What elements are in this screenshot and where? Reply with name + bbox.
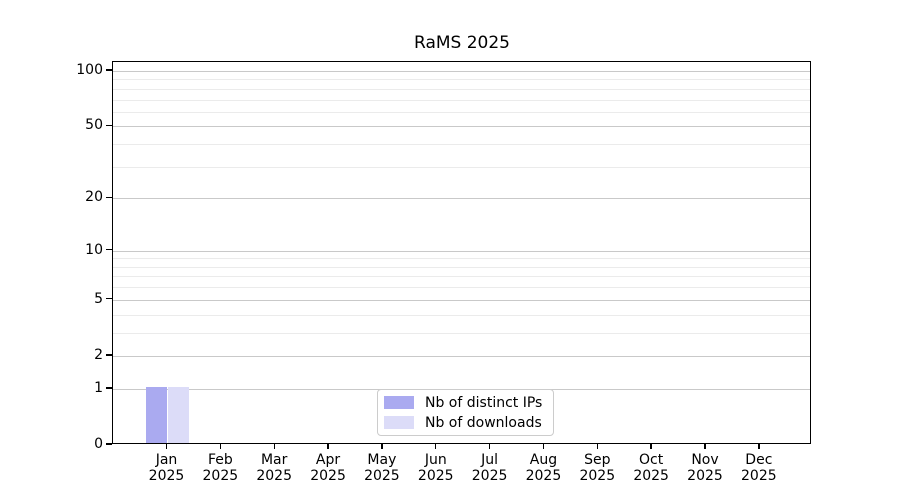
x-tick-aug — [542, 444, 545, 449]
x-tick-apr — [327, 444, 329, 449]
y-tick-label-1: 1 — [94, 379, 103, 396]
chart-title: RaMS 2025 — [414, 33, 510, 53]
x-tick-jun — [435, 444, 437, 449]
x-tick-feb — [219, 444, 222, 449]
y-tick-0 — [106, 443, 112, 445]
minor-gridline-3 — [113, 332, 810, 334]
x-tick-label-feb: Feb 2025 — [202, 452, 239, 484]
x-tick-label-jul: Jul 2025 — [471, 452, 508, 484]
y-tick-1 — [106, 387, 112, 389]
y-tick-10 — [106, 248, 112, 251]
x-tick-label-may: May 2025 — [364, 452, 400, 484]
major-gridline-5 — [113, 299, 810, 301]
major-gridline-20 — [113, 198, 810, 200]
minor-gridline-80 — [113, 88, 810, 90]
minor-gridline-90 — [113, 79, 810, 81]
minor-gridline-40 — [113, 144, 810, 146]
x-tick-nov — [704, 444, 706, 449]
major-gridline-100 — [113, 71, 810, 72]
major-gridline-50 — [113, 126, 810, 128]
x-tick-label-dec: Dec 2025 — [741, 452, 777, 484]
bar-jan-distinct-ips — [145, 386, 168, 443]
y-tick-100 — [106, 69, 112, 71]
x-tick-label-oct: Oct 2025 — [633, 452, 669, 484]
legend-label-downloads: Nb of downloads — [425, 414, 542, 431]
minor-gridline-60 — [113, 111, 810, 113]
legend-swatch-distinct-ips — [384, 396, 414, 409]
y-tick-label-2: 2 — [94, 346, 103, 363]
x-tick-dec — [758, 444, 760, 449]
legend-entry-distinct-ips: Nb of distinct IPs — [384, 393, 547, 413]
x-tick-jul — [488, 444, 491, 449]
bar-jan-downloads — [167, 386, 190, 443]
x-tick-label-apr: Apr 2025 — [310, 452, 346, 484]
minor-gridline-70 — [113, 99, 810, 101]
x-tick-mar — [273, 444, 275, 449]
legend-entry-downloads: Nb of downloads — [384, 413, 547, 433]
y-tick-5 — [106, 298, 112, 300]
y-tick-label-10: 10 — [85, 241, 103, 258]
x-tick-jan — [165, 444, 168, 449]
legend: Nb of distinct IPs Nb of downloads — [377, 389, 554, 436]
major-gridline-10 — [113, 250, 810, 252]
y-tick-50 — [106, 124, 112, 127]
y-tick-label-20: 20 — [85, 189, 103, 206]
minor-gridline-8 — [113, 266, 810, 268]
x-tick-label-nov: Nov 2025 — [687, 452, 723, 484]
minor-gridline-9 — [113, 258, 810, 260]
x-tick-label-jun: Jun 2025 — [417, 452, 454, 484]
minor-gridline-30 — [113, 166, 810, 168]
y-tick-label-100: 100 — [76, 62, 103, 78]
x-tick-label-aug: Aug 2025 — [525, 452, 562, 484]
x-tick-sep — [596, 444, 598, 449]
legend-swatch-downloads — [384, 416, 414, 429]
y-tick-2 — [106, 354, 112, 356]
legend-label-distinct-ips: Nb of distinct IPs — [425, 394, 543, 411]
x-tick-label-jan: Jan 2025 — [148, 452, 185, 484]
x-tick-label-sep: Sep 2025 — [579, 452, 616, 484]
minor-gridline-7 — [113, 276, 810, 278]
minor-gridline-6 — [113, 287, 810, 289]
x-tick-oct — [650, 444, 652, 449]
x-tick-label-mar: Mar 2025 — [256, 452, 292, 484]
minor-gridline-4 — [113, 314, 810, 316]
x-tick-may — [381, 444, 383, 449]
y-tick-20 — [106, 196, 112, 198]
major-gridline-2 — [113, 355, 810, 357]
y-tick-label-50: 50 — [85, 117, 103, 134]
y-tick-label-5: 5 — [94, 290, 103, 307]
y-tick-label-0: 0 — [94, 436, 103, 452]
plot-area — [112, 61, 811, 444]
